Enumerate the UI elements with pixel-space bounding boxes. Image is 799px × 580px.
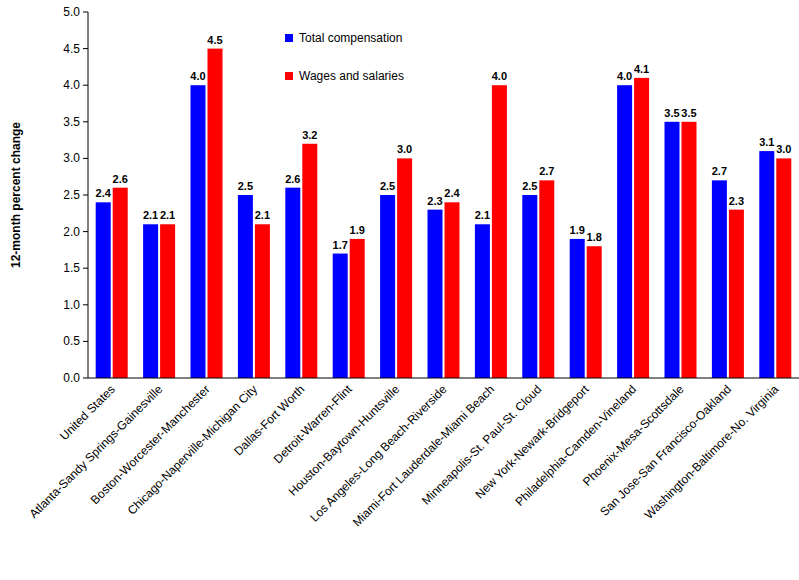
bar [634, 78, 649, 378]
data-label: 2.4 [96, 187, 112, 199]
y-tick-label: 1.0 [63, 298, 80, 312]
data-label: 1.9 [350, 224, 365, 236]
data-label: 1.8 [587, 231, 602, 243]
bar [191, 85, 206, 378]
data-label: 2.4 [444, 187, 460, 199]
data-label: 2.6 [113, 173, 128, 185]
bar [492, 85, 507, 378]
bar [712, 180, 727, 378]
data-label: 3.5 [664, 107, 679, 119]
legend-swatch [285, 34, 293, 42]
bar [617, 85, 632, 378]
bar [539, 180, 554, 378]
bar [522, 195, 537, 378]
data-label: 2.1 [143, 209, 158, 221]
data-label: 1.9 [570, 224, 585, 236]
y-tick [83, 231, 88, 232]
bar [475, 224, 490, 378]
y-tick [83, 378, 88, 379]
data-label: 3.5 [681, 107, 696, 119]
bar [350, 239, 365, 378]
data-label: 2.3 [729, 195, 744, 207]
bar [302, 144, 317, 378]
y-tick [83, 195, 88, 196]
y-tick-label: 0.0 [63, 371, 80, 385]
legend-label: Wages and salaries [299, 69, 404, 83]
bar [759, 151, 774, 378]
y-tick [83, 48, 88, 49]
y-tick [83, 12, 88, 13]
data-label: 2.5 [522, 180, 537, 192]
y-tick [83, 304, 88, 305]
x-tick-label: Washington-Baltimore-No. Virginia [642, 382, 782, 522]
data-label: 2.3 [427, 195, 442, 207]
bar [665, 122, 680, 378]
data-label: 4.0 [492, 70, 507, 82]
bar [682, 122, 697, 378]
y-tick-label: 1.5 [63, 261, 80, 275]
y-tick [83, 268, 88, 269]
y-axis-label: 12-month percent change [9, 122, 23, 268]
y-tick-label: 4.5 [63, 42, 80, 56]
data-label: 2.6 [285, 173, 300, 185]
bar [397, 158, 412, 378]
y-tick-label: 4.0 [63, 78, 80, 92]
data-label: 3.2 [302, 129, 317, 141]
y-tick [83, 158, 88, 159]
legend-swatch [285, 72, 293, 80]
data-label: 1.7 [333, 239, 348, 251]
bar [255, 224, 270, 378]
y-tick-label: 3.0 [63, 151, 80, 165]
x-tick-label: Detroit-Warren-Flint [271, 382, 356, 467]
bar [380, 195, 395, 378]
bar [445, 202, 460, 378]
bars [96, 49, 792, 378]
bar [208, 49, 223, 378]
y-tick [83, 341, 88, 342]
data-label: 2.7 [712, 165, 727, 177]
bar [428, 210, 443, 378]
bar [160, 224, 175, 378]
data-label: 2.5 [238, 180, 253, 192]
data-label: 2.1 [160, 209, 175, 221]
y-tick-label: 0.5 [63, 334, 80, 348]
y-tick [83, 121, 88, 122]
y-tick [83, 85, 88, 86]
x-axis-line [88, 378, 799, 379]
bar [570, 239, 585, 378]
data-label: 4.0 [190, 70, 205, 82]
bar [776, 158, 791, 378]
legend-label: Total compensation [299, 31, 402, 45]
chart: 12-month percent change 0.0 0.5 1.0 1.5 2.0 2.… [0, 0, 799, 580]
data-label: 2.7 [539, 165, 554, 177]
data-label: 3.0 [397, 143, 412, 155]
data-label: 3.0 [776, 143, 791, 155]
data-label: 4.0 [617, 70, 632, 82]
bar [285, 188, 300, 378]
bar [729, 210, 744, 378]
bar [238, 195, 253, 378]
y-tick-label: 2.5 [63, 188, 80, 202]
data-label: 3.1 [759, 136, 774, 148]
bar [333, 254, 348, 378]
data-label: 4.1 [634, 63, 649, 75]
y-axis-line [88, 12, 89, 378]
data-label: 2.1 [255, 209, 270, 221]
data-label: 2.1 [475, 209, 490, 221]
y-tick-label: 2.0 [63, 225, 80, 239]
y-tick-label: 3.5 [63, 115, 80, 129]
y-tick-label: 5.0 [63, 5, 80, 19]
bar [96, 202, 111, 378]
data-label: 2.5 [380, 180, 395, 192]
bar [587, 246, 602, 378]
bar [143, 224, 158, 378]
bar [113, 188, 128, 378]
data-label: 4.5 [207, 34, 222, 46]
